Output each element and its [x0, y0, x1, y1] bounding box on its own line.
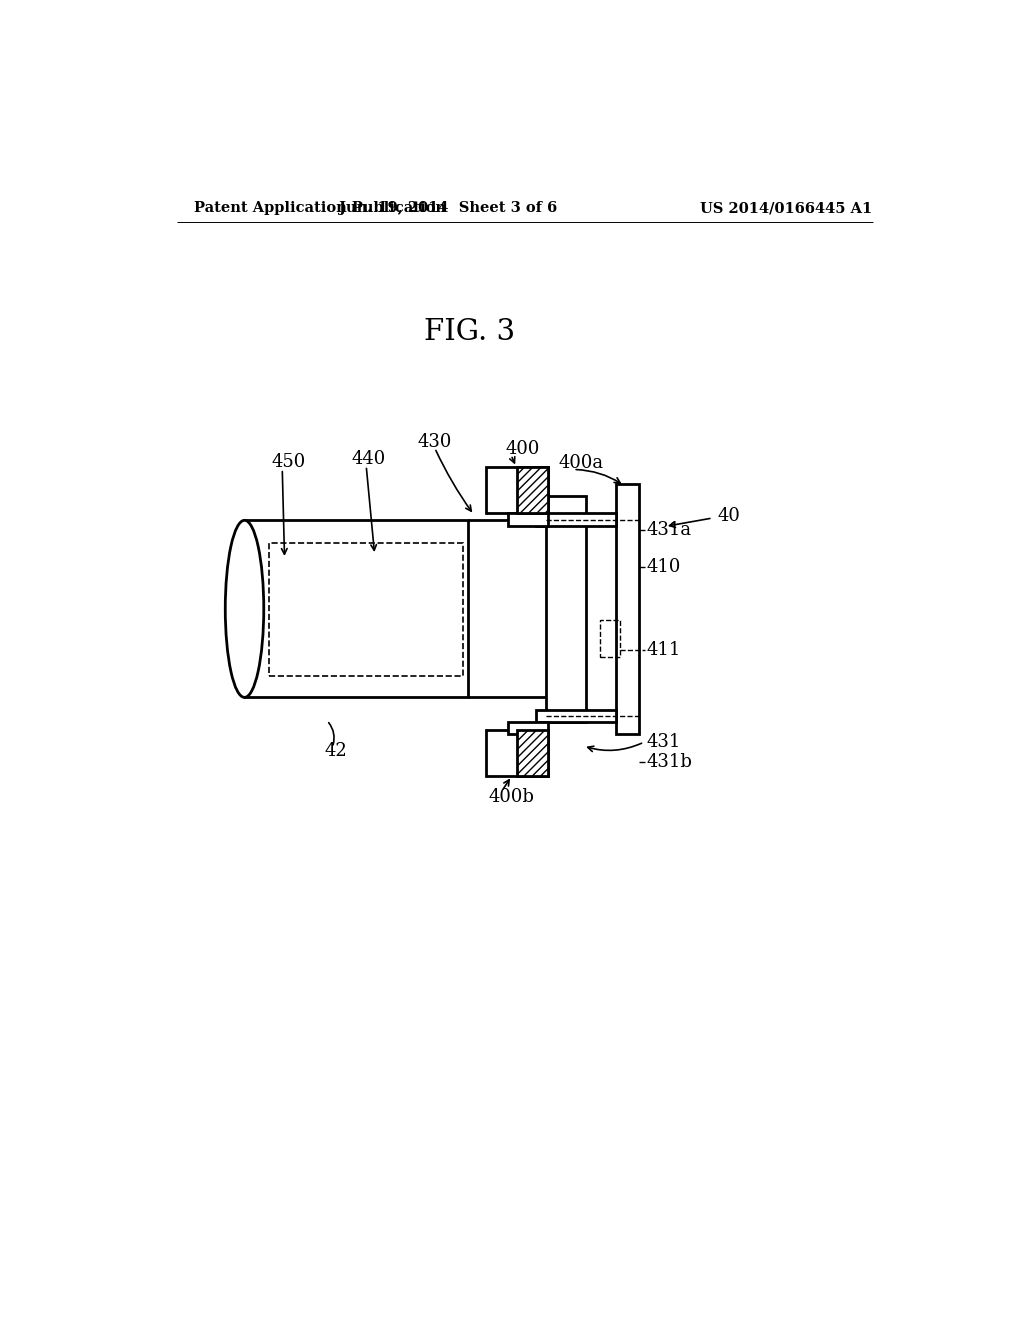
Text: 400b: 400b: [488, 788, 535, 807]
Bar: [508, 513, 548, 525]
Text: 440: 440: [351, 450, 386, 467]
Bar: [245, 520, 468, 697]
Text: 410: 410: [646, 557, 681, 576]
Text: 450: 450: [271, 453, 306, 471]
Text: US 2014/0166445 A1: US 2014/0166445 A1: [700, 202, 872, 215]
Text: 400: 400: [506, 440, 540, 458]
Bar: [537, 513, 615, 525]
Text: 431b: 431b: [646, 754, 692, 771]
Bar: [547, 496, 587, 722]
Text: Jun. 19, 2014  Sheet 3 of 6: Jun. 19, 2014 Sheet 3 of 6: [339, 202, 557, 215]
Bar: [517, 730, 548, 776]
Bar: [615, 484, 639, 734]
Ellipse shape: [225, 520, 264, 697]
Text: FIG. 3: FIG. 3: [424, 318, 515, 346]
Bar: [600, 620, 621, 657]
Text: 431a: 431a: [646, 520, 691, 539]
Bar: [486, 730, 548, 776]
Bar: [537, 710, 615, 722]
Bar: [508, 722, 548, 734]
Text: 400a: 400a: [559, 454, 604, 473]
Text: Patent Application Publication: Patent Application Publication: [194, 202, 445, 215]
Text: 431: 431: [646, 733, 681, 751]
Bar: [269, 544, 463, 676]
Text: 40: 40: [717, 507, 740, 524]
Bar: [517, 467, 548, 513]
Bar: [486, 467, 548, 513]
Text: 411: 411: [646, 640, 681, 659]
Text: 430: 430: [418, 433, 453, 450]
Text: 42: 42: [325, 742, 347, 760]
